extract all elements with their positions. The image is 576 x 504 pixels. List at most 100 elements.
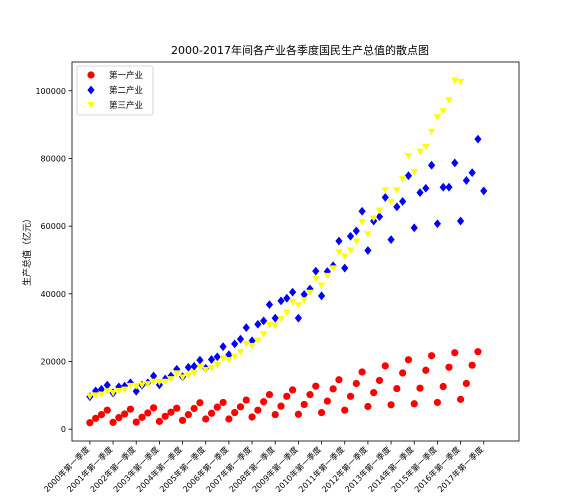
- data-point-series-1: [202, 415, 210, 423]
- data-point-series-3: [364, 231, 372, 238]
- data-point-series-2: [213, 352, 221, 362]
- data-point-series-1: [341, 406, 349, 414]
- data-point-series-2: [277, 296, 285, 306]
- data-point-series-3: [416, 148, 424, 156]
- data-point-series-1: [445, 363, 453, 371]
- data-point-series-1: [451, 349, 459, 357]
- legend-marker-series-1: [87, 71, 95, 79]
- data-point-series-1: [97, 411, 106, 419]
- data-point-series-1: [462, 379, 470, 388]
- data-point-series-3: [445, 97, 453, 104]
- data-point-series-1: [422, 366, 430, 374]
- data-point-series-2: [428, 160, 436, 170]
- y-axis-label: 生产总值（亿元）: [21, 214, 33, 286]
- data-point-series-2: [433, 219, 442, 229]
- data-point-series-1: [399, 369, 407, 377]
- data-point-series-2: [317, 291, 326, 301]
- data-point-series-1: [456, 395, 465, 403]
- data-point-series-3: [312, 275, 320, 283]
- data-point-series-1: [433, 398, 442, 407]
- data-point-series-2: [254, 319, 262, 329]
- data-point-series-3: [225, 357, 233, 364]
- data-point-series-3: [121, 386, 129, 394]
- data-point-series-1: [283, 392, 291, 400]
- chart-title: 2000-2017年间各产业各季度国民生产总值的散点图: [171, 43, 429, 57]
- data-point-series-1: [271, 411, 279, 419]
- data-point-series-3: [271, 322, 279, 330]
- data-point-series-3: [178, 374, 187, 381]
- data-point-series-3: [254, 337, 262, 345]
- data-point-series-2: [300, 290, 308, 299]
- data-point-series-3: [393, 187, 401, 194]
- data-point-series-2: [468, 168, 476, 178]
- data-point-series-2: [451, 158, 459, 168]
- plot-markers: [86, 77, 488, 427]
- data-point-series-3: [439, 108, 447, 115]
- data-point-series-3: [155, 379, 163, 386]
- data-point-series-3: [335, 249, 343, 256]
- data-point-series-1: [92, 414, 100, 422]
- data-point-series-1: [317, 408, 326, 417]
- data-point-series-3: [196, 363, 204, 371]
- data-point-series-2: [416, 188, 424, 198]
- data-point-series-1: [132, 418, 140, 426]
- data-point-series-1: [231, 408, 239, 417]
- data-point-series-2: [97, 384, 106, 394]
- data-point-series-3: [115, 387, 123, 395]
- data-point-series-1: [173, 404, 181, 412]
- data-point-series-2: [335, 236, 343, 246]
- data-point-series-2: [312, 266, 320, 276]
- data-point-series-3: [381, 187, 389, 194]
- data-point-series-2: [294, 313, 302, 323]
- data-point-series-3: [451, 77, 459, 85]
- data-point-series-2: [445, 182, 453, 192]
- data-point-series-3: [399, 176, 407, 183]
- data-point-series-1: [387, 401, 395, 409]
- data-point-series-2: [184, 362, 192, 372]
- data-point-series-3: [323, 272, 331, 280]
- data-point-series-3: [144, 381, 152, 388]
- data-point-series-2: [260, 316, 268, 326]
- data-point-series-2: [358, 206, 366, 216]
- data-point-series-2: [149, 371, 158, 381]
- data-point-series-2: [474, 134, 482, 144]
- data-point-series-3: [184, 372, 192, 379]
- data-point-series-1: [352, 379, 360, 388]
- data-point-series-3: [167, 376, 175, 383]
- data-point-series-2: [225, 350, 233, 360]
- data-point-series-3: [109, 389, 117, 397]
- data-point-series-1: [213, 403, 221, 411]
- data-point-series-3: [387, 199, 395, 206]
- data-point-series-1: [474, 348, 482, 356]
- data-point-series-1: [138, 413, 146, 421]
- data-point-series-1: [190, 404, 198, 413]
- data-point-series-1: [375, 376, 384, 385]
- x-axis-ticks: 2000年第一季度2001年第一季度2002年第一季度2003年第一季度2004…: [42, 441, 485, 494]
- data-point-series-2: [346, 231, 355, 241]
- data-point-series-3: [404, 153, 413, 160]
- data-point-series-1: [410, 400, 418, 408]
- data-point-series-1: [329, 385, 337, 393]
- data-point-series-1: [294, 410, 302, 418]
- data-point-series-3: [103, 388, 111, 395]
- data-point-series-2: [283, 293, 291, 303]
- data-point-series-2: [381, 192, 389, 202]
- data-point-series-3: [317, 282, 326, 290]
- data-point-series-2: [236, 334, 245, 344]
- data-point-series-1: [346, 392, 355, 400]
- data-point-series-3: [422, 143, 430, 151]
- data-point-series-1: [260, 398, 268, 406]
- data-point-series-1: [248, 413, 256, 421]
- data-point-series-2: [399, 197, 407, 206]
- data-point-series-2: [393, 202, 401, 212]
- data-point-series-2: [121, 381, 129, 391]
- data-point-series-3: [260, 331, 268, 339]
- data-point-series-2: [167, 371, 175, 381]
- data-point-series-2: [207, 355, 216, 364]
- data-point-series-1: [225, 415, 233, 423]
- data-point-series-3: [341, 253, 349, 261]
- data-point-series-1: [167, 408, 175, 416]
- data-point-series-3: [242, 340, 250, 348]
